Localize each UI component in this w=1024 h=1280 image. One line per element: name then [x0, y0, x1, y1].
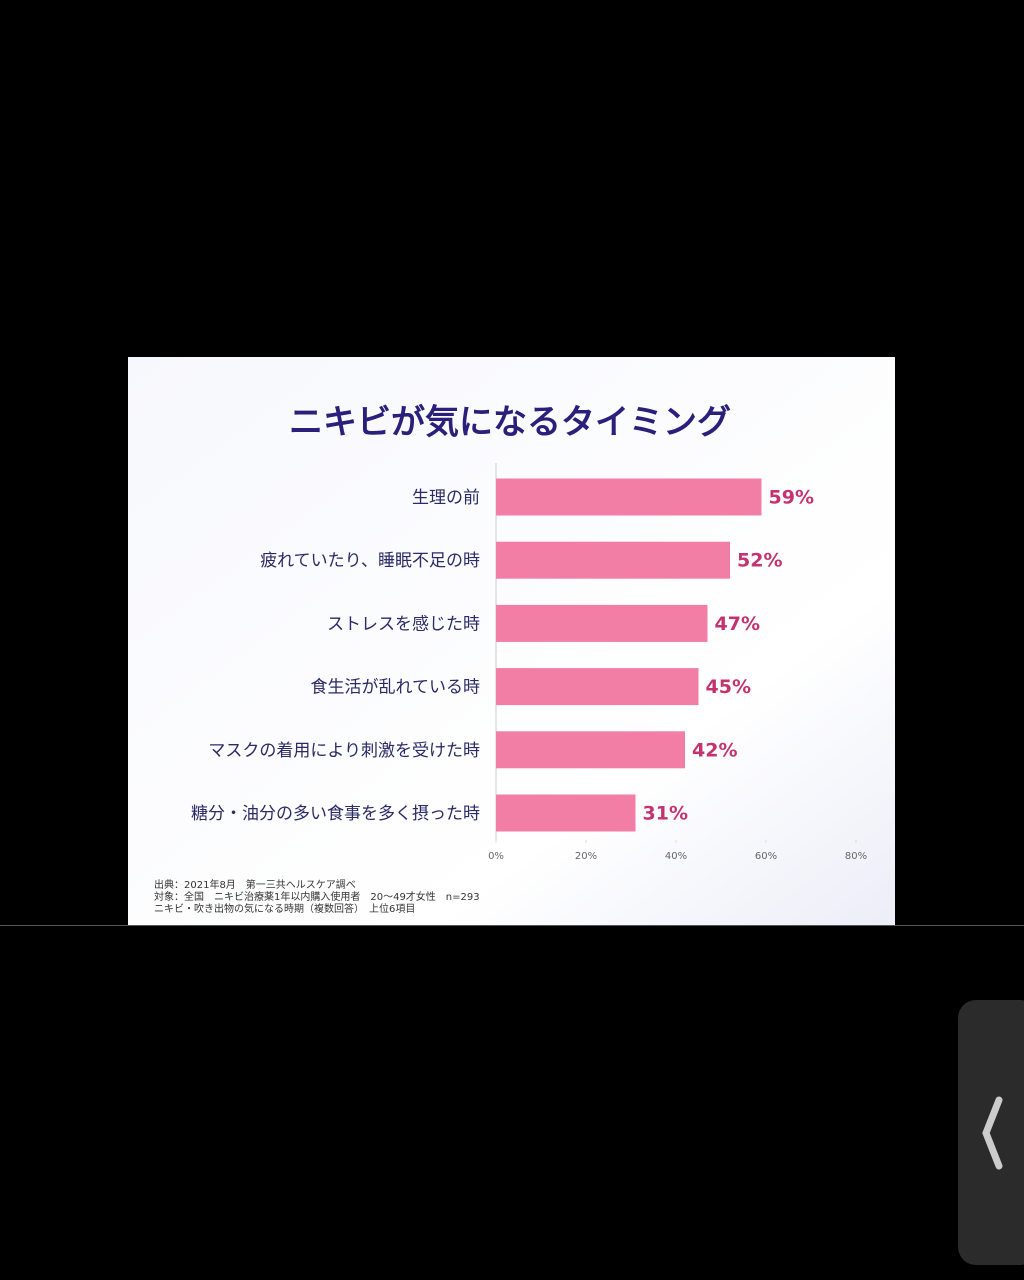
- category-label: ストレスを感じた時: [327, 614, 480, 634]
- category-label: 糖分・油分の多い食事を多く摂った時: [191, 804, 480, 824]
- x-tick-label: 40%: [665, 851, 687, 862]
- bar: [496, 541, 730, 579]
- bar: [496, 604, 708, 642]
- category-label: 食生活が乱れている時: [311, 678, 481, 698]
- bar: [496, 731, 685, 769]
- x-tick-label: 60%: [755, 851, 777, 862]
- footnote: 出典：2021年8月 第一三共ヘルスケア調べ: [154, 878, 356, 891]
- footnote: 対象：全国 ニキビ治療薬1年以内購入使用者 20～49才女性 n=293: [154, 890, 480, 903]
- value-label: 52%: [737, 550, 782, 572]
- chevron-icon: [982, 1096, 1003, 1170]
- value-label: 59%: [769, 487, 814, 509]
- category-label: 疲れていたり、睡眠不足の時: [260, 551, 480, 571]
- side-handle[interactable]: [958, 1000, 1024, 1265]
- category-label: 生理の前: [412, 488, 480, 508]
- value-label: 42%: [692, 739, 737, 761]
- bar: [496, 668, 699, 706]
- value-label: 47%: [715, 613, 760, 635]
- category-label: マスクの着用により刺激を受けた時: [208, 741, 480, 761]
- value-label: 31%: [643, 803, 688, 825]
- x-tick-label: 0%: [488, 851, 504, 862]
- bar: [496, 478, 762, 516]
- x-tick-label: 80%: [845, 851, 867, 862]
- bar: [496, 794, 636, 832]
- value-label: 45%: [706, 676, 751, 698]
- x-tick-label: 20%: [575, 851, 597, 862]
- footnote: ニキビ・吹き出物の気になる時期（複数回答） 上位6項目: [154, 902, 415, 915]
- chart-title: ニキビが気になるタイミング: [289, 403, 731, 443]
